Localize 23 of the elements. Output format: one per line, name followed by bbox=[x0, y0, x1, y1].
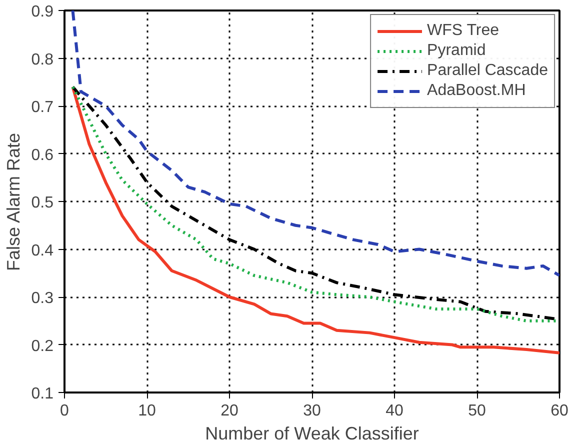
legend-label: Parallel Cascade bbox=[427, 62, 548, 80]
y-tick-label: 0.2 bbox=[31, 338, 54, 355]
y-tick-label: 0.1 bbox=[31, 386, 54, 402]
line-series bbox=[71, 10, 560, 278]
x-tick-label: 50 bbox=[468, 402, 486, 420]
y-tick-label: 0.7 bbox=[31, 99, 54, 116]
y-tick-label: 0.5 bbox=[31, 194, 54, 212]
legend-label: AdaBoost.MH bbox=[427, 82, 526, 100]
y-tick-label: 0.8 bbox=[31, 51, 54, 68]
x-tick-label: 40 bbox=[386, 402, 404, 420]
y-tick-label: 0.9 bbox=[31, 4, 54, 20]
x-tick-label: 60 bbox=[550, 402, 568, 420]
x-axis-title: Number of Weak Classifier bbox=[205, 424, 419, 444]
y-axis-title: False Alarm Rate bbox=[3, 132, 24, 272]
x-tick-label: 10 bbox=[138, 402, 156, 420]
legend-label: WFS Tree bbox=[427, 22, 500, 40]
x-tick-label: 20 bbox=[220, 402, 238, 420]
y-tick-label: 0.4 bbox=[31, 242, 54, 260]
y-tick-label: 0.6 bbox=[31, 146, 54, 164]
y-tick-label: 0.3 bbox=[31, 290, 54, 307]
x-tick-label: 30 bbox=[303, 402, 321, 420]
legend-label: Pyramid bbox=[427, 42, 486, 60]
x-tick-label: 0 bbox=[60, 402, 70, 420]
